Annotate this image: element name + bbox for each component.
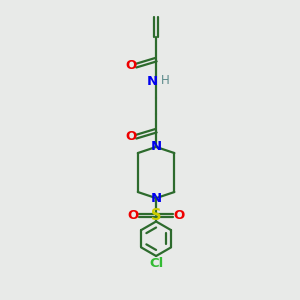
Text: S: S <box>151 208 161 223</box>
Text: Cl: Cl <box>149 256 163 270</box>
Text: O: O <box>128 209 139 222</box>
Text: N: N <box>151 140 162 154</box>
Text: O: O <box>173 209 185 222</box>
Text: N: N <box>151 192 162 205</box>
Text: H: H <box>161 74 170 88</box>
Text: O: O <box>125 59 136 72</box>
Text: N: N <box>147 76 158 88</box>
Text: O: O <box>125 130 136 143</box>
